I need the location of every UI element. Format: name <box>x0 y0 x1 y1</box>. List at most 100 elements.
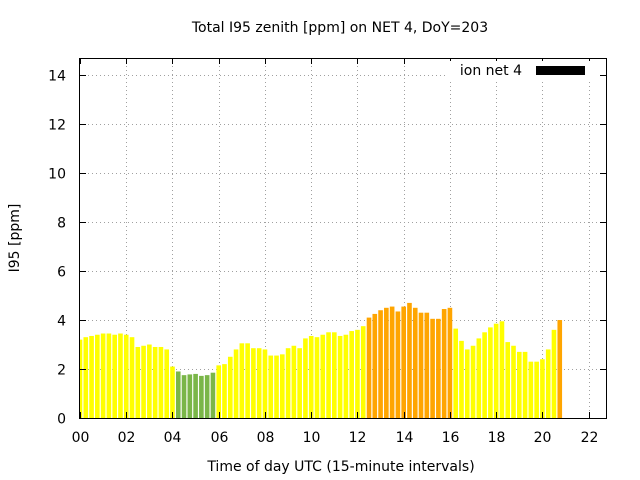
bar <box>557 320 563 418</box>
bar <box>291 345 297 418</box>
bar <box>141 345 146 418</box>
bar <box>534 361 539 418</box>
bar <box>274 355 279 418</box>
bar <box>83 337 89 418</box>
bar <box>326 332 331 418</box>
bar <box>378 310 383 418</box>
bar <box>516 351 522 418</box>
bar <box>222 364 227 418</box>
bar <box>459 340 464 418</box>
bar <box>199 375 204 418</box>
bar <box>204 375 210 418</box>
bar <box>303 338 308 418</box>
bar <box>95 334 100 418</box>
bar <box>251 348 256 418</box>
x-axis-label: Time of day UTC (15-minute intervals) <box>206 459 474 475</box>
bar <box>493 323 499 418</box>
legend: ion net 4 <box>447 61 599 81</box>
y-axis-label: I95 [ppm] <box>7 204 23 273</box>
bar <box>308 335 314 418</box>
x-tick-label: 02 <box>118 430 136 446</box>
bar <box>511 345 516 418</box>
x-tick-label: 08 <box>257 430 275 446</box>
x-tick-label: 16 <box>442 430 460 446</box>
bar <box>447 307 453 418</box>
bar <box>360 326 366 418</box>
bar <box>372 313 378 418</box>
bar <box>355 329 360 418</box>
bar <box>349 331 354 418</box>
bar <box>187 374 193 418</box>
bar <box>170 366 175 418</box>
bar <box>256 348 262 418</box>
legend-label: ion net 4 <box>460 63 522 79</box>
bar <box>152 346 158 418</box>
bar <box>366 317 372 418</box>
bar <box>476 338 482 418</box>
bar <box>245 343 250 418</box>
bar <box>540 359 545 418</box>
bar <box>505 342 511 418</box>
bar <box>464 349 470 418</box>
bar <box>89 335 94 418</box>
bar <box>343 334 349 418</box>
bar <box>181 375 187 418</box>
bar <box>412 307 418 418</box>
bar <box>210 372 216 418</box>
bar <box>129 337 135 418</box>
y-tick-label: 14 <box>48 69 66 85</box>
bar <box>268 355 274 418</box>
x-tick-label: 12 <box>349 430 367 446</box>
x-tick-label: 10 <box>303 430 321 446</box>
bar <box>482 332 487 418</box>
bar <box>499 321 505 418</box>
bar <box>135 346 141 418</box>
bar <box>528 361 534 418</box>
bar <box>314 337 320 418</box>
y-tick-label: 6 <box>57 265 66 281</box>
y-tick-label: 8 <box>57 216 66 232</box>
bar <box>551 329 557 418</box>
bar <box>112 334 117 418</box>
bar <box>147 344 152 418</box>
bar <box>233 349 239 418</box>
bar <box>453 328 459 418</box>
y-tick-label: 12 <box>48 118 66 134</box>
bar <box>262 349 268 418</box>
legend-swatch <box>536 66 585 75</box>
x-tick-label: 22 <box>581 430 599 446</box>
bar <box>488 327 493 418</box>
bar <box>285 348 291 418</box>
y-tick-label: 10 <box>48 167 66 183</box>
bar <box>337 335 343 418</box>
bar <box>118 333 123 418</box>
bar <box>470 345 476 418</box>
y-tick-label: 4 <box>57 314 66 330</box>
x-tick-label: 18 <box>488 430 506 446</box>
bar <box>418 312 424 418</box>
y-tick-label: 2 <box>57 363 66 379</box>
bar <box>175 371 181 418</box>
y-tick-label: 0 <box>57 412 66 428</box>
bar <box>106 333 112 418</box>
x-tick-labels: 00 02 04 06 08 10 12 14 16 18 20 22 <box>72 430 599 446</box>
bars <box>80 302 563 418</box>
bar <box>441 309 447 418</box>
bar <box>424 312 430 418</box>
x-tick-label: 00 <box>72 430 90 446</box>
bar <box>193 373 198 418</box>
plot-frame <box>79 58 607 419</box>
bar <box>227 356 233 418</box>
bar <box>158 346 164 418</box>
bar <box>297 348 302 418</box>
grid <box>80 58 606 418</box>
bar <box>280 354 285 418</box>
bar <box>389 306 395 418</box>
bar <box>407 302 412 418</box>
bar <box>320 334 326 418</box>
bar <box>216 365 222 418</box>
x-tick-label: 06 <box>211 430 229 446</box>
bar <box>401 306 406 418</box>
bar <box>545 349 551 418</box>
